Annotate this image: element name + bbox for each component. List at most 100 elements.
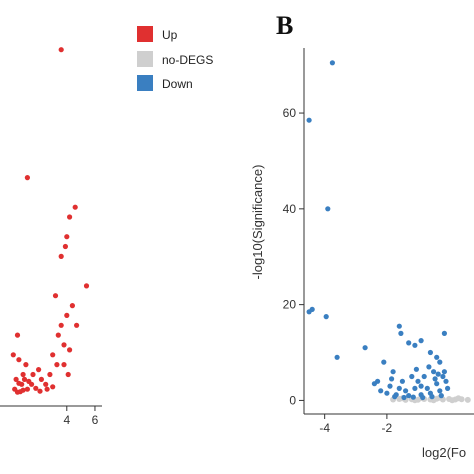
panel-b-x-ticks: -4 -2: [319, 414, 393, 435]
up-point: [83, 283, 90, 289]
down-point: [334, 354, 340, 360]
down-point: [415, 378, 421, 384]
down-point: [443, 378, 449, 384]
down-point: [399, 378, 405, 384]
up-point: [10, 352, 16, 358]
panel-b-y-tick-label: 20: [283, 298, 297, 312]
panel-b-x-axis-title: log2(Fo: [422, 445, 466, 460]
up-point: [13, 376, 19, 382]
down-point: [403, 388, 409, 394]
down-point: [410, 394, 416, 400]
down-point: [429, 394, 435, 400]
down-point: [437, 388, 443, 394]
legend-swatch-no-degs: [137, 51, 153, 67]
down-point: [384, 390, 390, 396]
up-point: [58, 322, 64, 328]
panel-b-x-tick-label: -2: [382, 421, 393, 435]
up-point: [36, 367, 42, 373]
down-point: [306, 117, 312, 123]
up-point: [64, 312, 70, 318]
legend-label-up: Up: [162, 28, 178, 42]
down-point: [434, 354, 440, 360]
down-point: [390, 369, 396, 375]
down-point: [441, 369, 447, 375]
panel-b-y-tick-label: 60: [283, 106, 297, 120]
up-point: [65, 371, 71, 378]
down-point: [387, 383, 393, 389]
down-point: [435, 371, 441, 377]
panel-b: 0 20 40 60 -4 -2 -log10(Significance) log2(F…: [250, 48, 474, 460]
up-point: [43, 381, 49, 387]
up-point: [72, 204, 78, 210]
down-point: [381, 359, 387, 365]
panel-b-x-tick-label: -4: [319, 421, 330, 435]
down-point: [431, 369, 437, 375]
up-point: [26, 378, 32, 384]
up-point: [21, 376, 28, 382]
panel-b-y-tick-label: 0: [289, 393, 296, 407]
down-point: [432, 376, 438, 382]
up-point: [61, 342, 67, 348]
up-point: [67, 214, 73, 220]
up-point: [61, 362, 67, 368]
legend: Up no-DEGS Down: [137, 26, 213, 91]
down-point: [412, 342, 418, 348]
down-point: [401, 394, 407, 401]
no-degs-point: [464, 396, 471, 403]
down-point: [329, 60, 335, 66]
panel-a-x-tick-label: 4: [63, 413, 70, 427]
panel-b-y-tick-label: 40: [283, 202, 297, 216]
down-point: [396, 323, 402, 329]
up-point: [23, 362, 29, 368]
down-point: [406, 393, 412, 399]
up-point: [54, 362, 60, 368]
up-point: [24, 386, 30, 392]
down-point: [398, 330, 404, 336]
down-point: [434, 381, 440, 387]
down-point: [362, 345, 368, 351]
down-point: [424, 385, 430, 391]
down-point: [440, 373, 446, 380]
down-point: [306, 309, 312, 315]
up-point: [24, 175, 30, 181]
down-point: [409, 373, 415, 380]
down-point: [378, 388, 384, 394]
down-point: [427, 349, 433, 356]
up-point: [33, 385, 39, 391]
panel-b-y-axis-title: -log10(Significance): [250, 165, 265, 280]
down-point: [325, 206, 331, 212]
up-point: [37, 388, 43, 394]
up-point: [58, 47, 64, 53]
up-point: [30, 371, 36, 378]
up-point: [20, 387, 26, 393]
down-point: [418, 338, 424, 344]
up-point: [55, 332, 61, 338]
down-point: [406, 340, 412, 346]
down-point: [392, 394, 398, 400]
up-point: [67, 347, 73, 353]
down-point: [412, 385, 418, 391]
legend-swatch-up: [137, 26, 153, 42]
up-point: [50, 384, 56, 390]
no-degs-point: [449, 397, 456, 404]
down-point: [418, 383, 424, 389]
down-point: [437, 359, 443, 365]
up-point: [47, 371, 53, 378]
down-point: [396, 385, 402, 391]
down-point: [413, 366, 419, 372]
up-point: [16, 380, 22, 386]
up-point: [69, 303, 75, 309]
up-point: [44, 386, 50, 392]
no-degs-point: [455, 395, 462, 402]
panel-b-y-ticks: 0 20 40 60: [283, 106, 304, 407]
up-point: [58, 253, 64, 259]
down-point: [441, 330, 447, 336]
up-point: [52, 293, 59, 299]
down-point: [389, 376, 395, 382]
down-point: [323, 314, 329, 320]
panel-a-points: [10, 47, 90, 395]
up-point: [14, 332, 21, 338]
up-point: [20, 371, 26, 378]
